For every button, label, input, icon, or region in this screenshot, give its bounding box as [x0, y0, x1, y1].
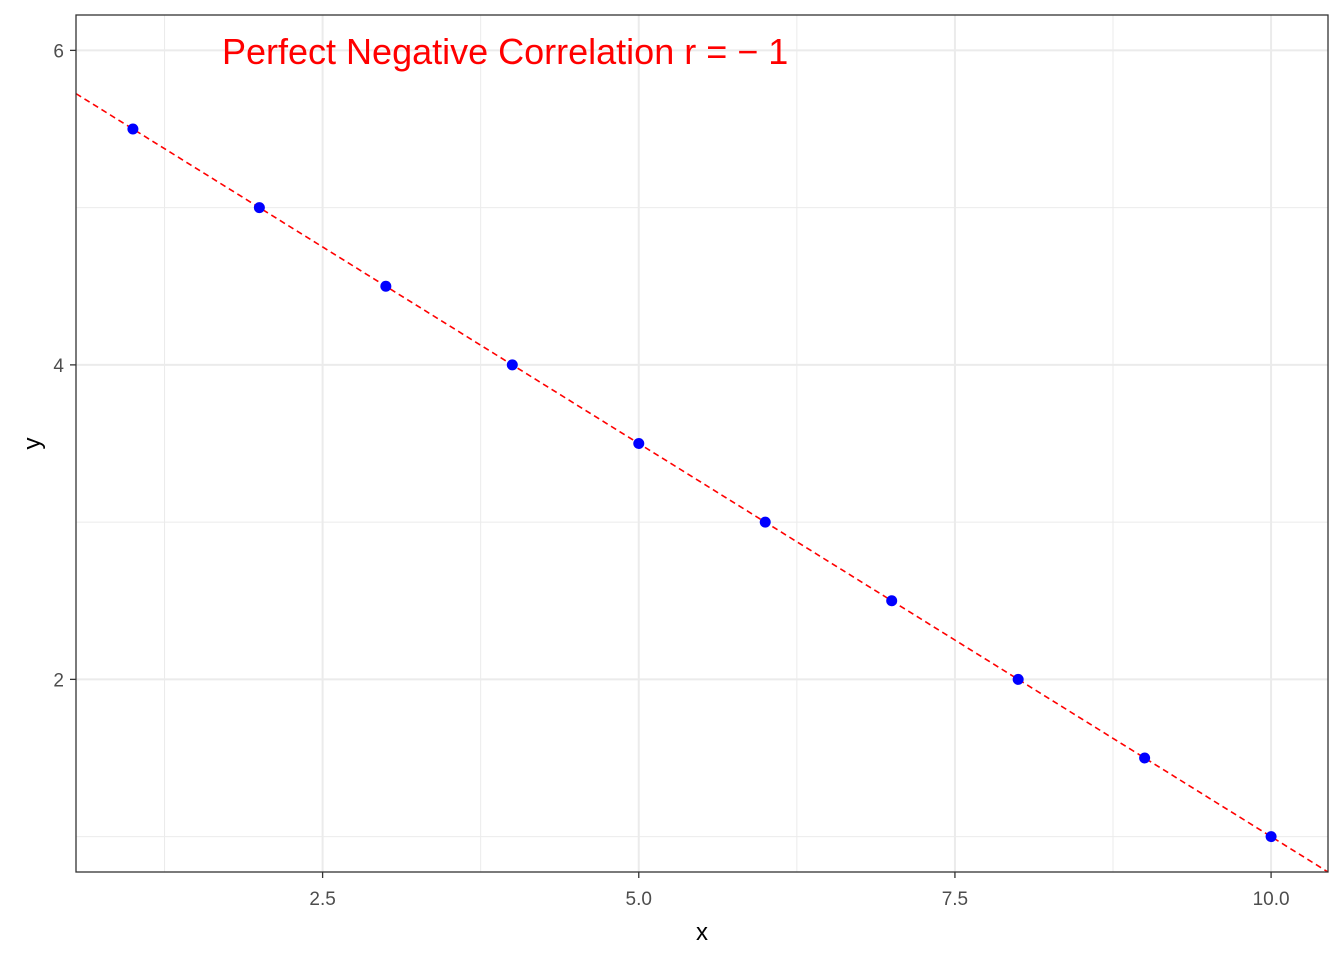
data-point: [886, 595, 898, 607]
data-point: [127, 123, 139, 135]
x-tick-label: 5.0: [626, 889, 652, 910]
correlation-annotation: Perfect Negative Correlation r = − 1: [222, 31, 788, 72]
data-point: [1139, 752, 1151, 764]
data-point: [759, 516, 771, 528]
data-point: [1265, 831, 1277, 843]
data-point: [253, 202, 265, 214]
x-axis-title: x: [696, 919, 708, 946]
x-tick-label: 10.0: [1253, 889, 1290, 910]
y-tick-label: 4: [53, 356, 64, 377]
panel-border: [75, 14, 1329, 873]
data-points: [127, 123, 1277, 843]
y-tick-label: 2: [53, 670, 64, 691]
y-axis-ticks: 2 4 6: [53, 41, 76, 691]
data-point: [506, 359, 518, 371]
y-tick-label: 6: [53, 41, 64, 62]
minor-gridlines: [76, 15, 1328, 872]
x-tick-label: 2.5: [309, 889, 335, 910]
fit-line: [75, 92, 1329, 873]
y-axis-title: y: [19, 438, 46, 450]
data-point: [380, 280, 392, 292]
data-point: [633, 438, 645, 449]
data-point: [1012, 673, 1024, 685]
x-axis-ticks: 2.5 5.0 7.5 10.0: [309, 872, 1290, 910]
x-tick-label: 7.5: [942, 889, 968, 910]
